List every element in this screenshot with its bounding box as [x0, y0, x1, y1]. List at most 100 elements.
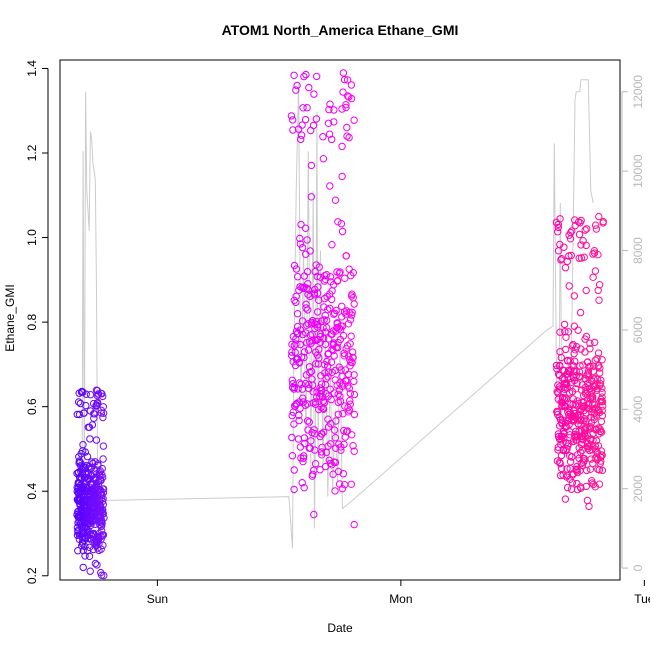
data-point — [81, 448, 90, 456]
data-point — [323, 357, 331, 366]
data-point — [591, 267, 600, 275]
data-point — [330, 352, 338, 360]
data-point — [99, 409, 108, 417]
data-point — [99, 455, 107, 463]
data-point — [595, 212, 603, 221]
data-point — [563, 257, 571, 266]
data-point — [323, 271, 331, 279]
data-point — [338, 105, 346, 113]
data-point — [96, 501, 105, 509]
data-point — [591, 442, 599, 450]
data-point — [337, 446, 345, 454]
data-point — [307, 161, 316, 170]
data-point — [592, 437, 601, 445]
data-point — [100, 514, 108, 522]
data-point — [323, 324, 331, 332]
data-point — [290, 71, 298, 80]
data-point — [577, 241, 585, 249]
data-point — [594, 349, 603, 357]
data-point — [598, 466, 607, 475]
data-point — [99, 531, 108, 539]
data-point — [573, 467, 581, 475]
data-point — [348, 311, 356, 319]
data-point — [326, 440, 335, 448]
data-point — [75, 410, 84, 419]
data-point — [575, 254, 583, 262]
data-point — [338, 142, 346, 151]
data-point — [565, 439, 573, 448]
data-point — [298, 479, 306, 487]
data-point — [342, 103, 350, 112]
data-point — [595, 296, 603, 304]
data-point — [596, 380, 605, 388]
data-point — [306, 444, 314, 452]
data-point — [567, 228, 575, 237]
data-point — [98, 464, 107, 473]
x-tick-label: Mon — [389, 592, 412, 606]
data-point — [319, 397, 328, 405]
y-tick-label: 0.6 — [25, 398, 39, 415]
data-point — [554, 370, 563, 378]
data-point — [304, 280, 312, 288]
data-point — [582, 417, 590, 425]
data-point — [572, 343, 581, 351]
data-point — [310, 510, 318, 519]
data-point — [344, 370, 353, 378]
data-point — [565, 420, 573, 429]
data-point — [331, 434, 340, 442]
data-point — [554, 408, 562, 416]
data-point — [300, 434, 309, 442]
data-point — [338, 172, 346, 181]
data-point — [330, 106, 338, 114]
data-point — [331, 487, 339, 495]
y-tick-label: 1.0 — [25, 229, 39, 246]
y2-tick-label: 6000 — [631, 316, 645, 343]
data-point — [298, 317, 307, 325]
data-point — [334, 410, 343, 418]
data-point — [331, 196, 340, 204]
data-point — [290, 485, 298, 494]
data-point — [85, 543, 94, 551]
data-point — [77, 462, 85, 470]
data-point — [328, 295, 336, 304]
data-point — [75, 398, 83, 406]
data-point — [79, 563, 87, 572]
data-point — [557, 464, 566, 473]
data-point — [300, 452, 308, 460]
data-point — [319, 155, 328, 163]
data-point — [570, 322, 579, 330]
data-point — [330, 310, 338, 318]
data-point — [99, 442, 108, 450]
data-point — [344, 382, 352, 390]
data-point — [338, 227, 347, 236]
data-point — [338, 302, 346, 310]
data-point — [299, 104, 307, 112]
data-point — [339, 410, 347, 418]
data-point — [340, 352, 348, 360]
data-point — [299, 394, 307, 402]
data-point — [347, 332, 355, 340]
data-point — [322, 374, 330, 383]
data-point — [560, 320, 569, 329]
data-point — [562, 394, 571, 403]
data-point — [588, 477, 596, 485]
data-point — [99, 541, 107, 549]
data-point — [315, 405, 323, 414]
data-point — [93, 561, 101, 569]
data-point — [314, 323, 322, 331]
y-tick-label: 0.2 — [25, 567, 39, 584]
data-point — [340, 440, 348, 449]
data-point — [556, 215, 564, 223]
data-point — [295, 416, 303, 425]
data-point — [303, 104, 311, 112]
data-point — [297, 131, 306, 139]
data-point — [581, 226, 589, 234]
data-point — [311, 460, 320, 468]
data-point — [293, 81, 301, 90]
data-point — [333, 277, 342, 285]
data-point — [586, 339, 594, 347]
data-point — [99, 489, 108, 497]
data-point — [341, 274, 349, 282]
data-point — [310, 426, 318, 434]
